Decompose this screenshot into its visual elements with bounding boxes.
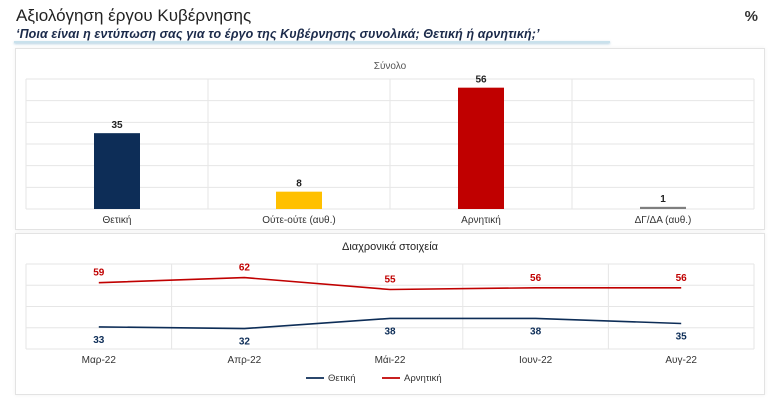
- bar: [94, 133, 140, 209]
- data-label: 62: [239, 263, 251, 274]
- unit-label: %: [744, 8, 758, 25]
- line-chart: Διαχρονικά στοιχεία 33 32 38 38 35 59 62 55 56 56 Μ…: [25, 241, 755, 384]
- subtitle-underline: [14, 41, 610, 43]
- category-label: Αρνητική: [461, 214, 501, 226]
- x-tick-label: Μαρ-22: [82, 355, 117, 366]
- data-label: 38: [530, 326, 542, 337]
- x-tick-label: Αυγ-22: [665, 355, 697, 366]
- category-label: ΔΓ/ΔΑ (αυθ.): [635, 215, 692, 226]
- category-label: Ούτε-ούτε (αυθ.): [262, 214, 335, 226]
- series-line: [98, 276, 682, 291]
- x-tick-label: Ιουν-22: [519, 355, 553, 366]
- bar: [276, 191, 322, 209]
- series-line: [98, 317, 682, 330]
- page-subtitle: ‘Ποια είναι η εντύπωση σας για το έργο τ…: [16, 27, 540, 41]
- line-chart-panel: Διαχρονικά στοιχεία 33 32 38 38 35 59 62 55 56 56 Μ…: [15, 233, 765, 395]
- category-label: Θετική: [103, 214, 132, 226]
- bar-value-label: 35: [111, 120, 123, 131]
- line-chart-title: Διαχρονικά στοιχεία: [342, 241, 439, 253]
- page-title: Αξιολόγηση έργου Κυβέρνησης: [16, 6, 252, 25]
- bar: [458, 87, 504, 209]
- legend-label: Θετική: [328, 373, 356, 384]
- data-label: 56: [530, 273, 542, 284]
- data-label: 38: [384, 326, 396, 337]
- bar-value-label: 56: [475, 75, 487, 86]
- bar-chart-title: Σύνολο: [374, 60, 407, 72]
- x-tick-label: Μάι-22: [375, 354, 406, 366]
- bar-value-label: 8: [296, 179, 302, 190]
- bar-chart: Σύνολο 35 Θετική 8 Ούτε-ούτε (αυθ.) 56 Αρνητικ…: [25, 60, 755, 226]
- data-label: 55: [384, 275, 396, 286]
- legend-label: Αρνητική: [404, 373, 442, 384]
- bar-value-label: 1: [660, 194, 666, 205]
- data-label: 59: [93, 268, 105, 279]
- data-label: 33: [93, 335, 105, 346]
- bar-chart-panel: Σύνολο 35 Θετική 8 Ούτε-ούτε (αυθ.) 56 Αρνητικ…: [15, 48, 765, 230]
- data-label: 35: [676, 332, 688, 343]
- bar: [640, 206, 686, 209]
- data-label: 56: [676, 273, 688, 284]
- data-label: 32: [239, 337, 251, 348]
- x-tick-label: Απρ-22: [228, 355, 262, 366]
